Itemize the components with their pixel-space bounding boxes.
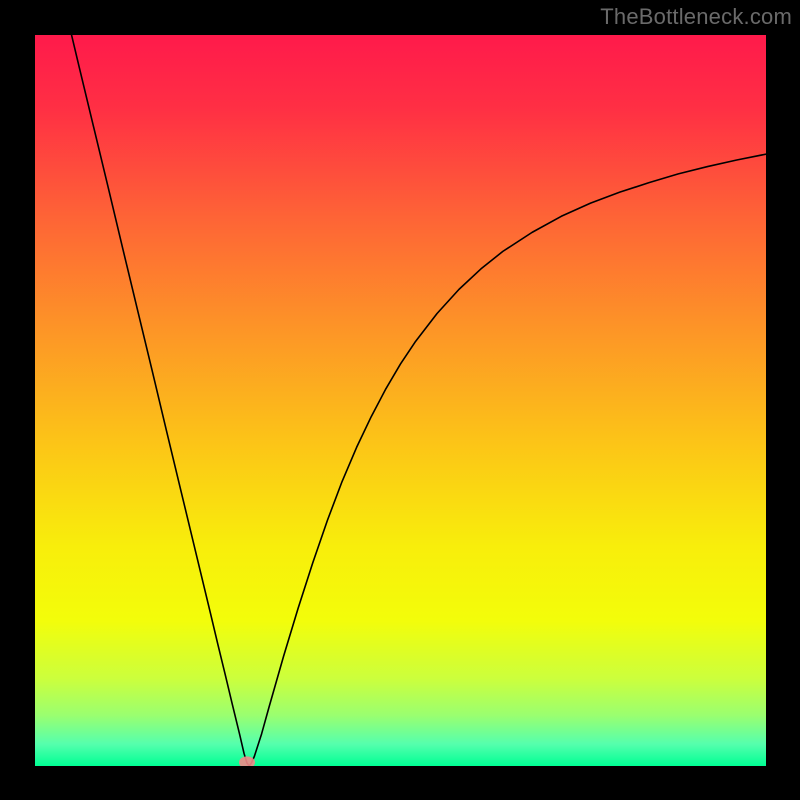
chart-frame: TheBottleneck.com <box>0 0 800 800</box>
chart-svg <box>35 35 766 766</box>
plot-area <box>35 35 766 766</box>
attribution-label: TheBottleneck.com <box>600 4 792 30</box>
chart-background <box>35 35 766 766</box>
